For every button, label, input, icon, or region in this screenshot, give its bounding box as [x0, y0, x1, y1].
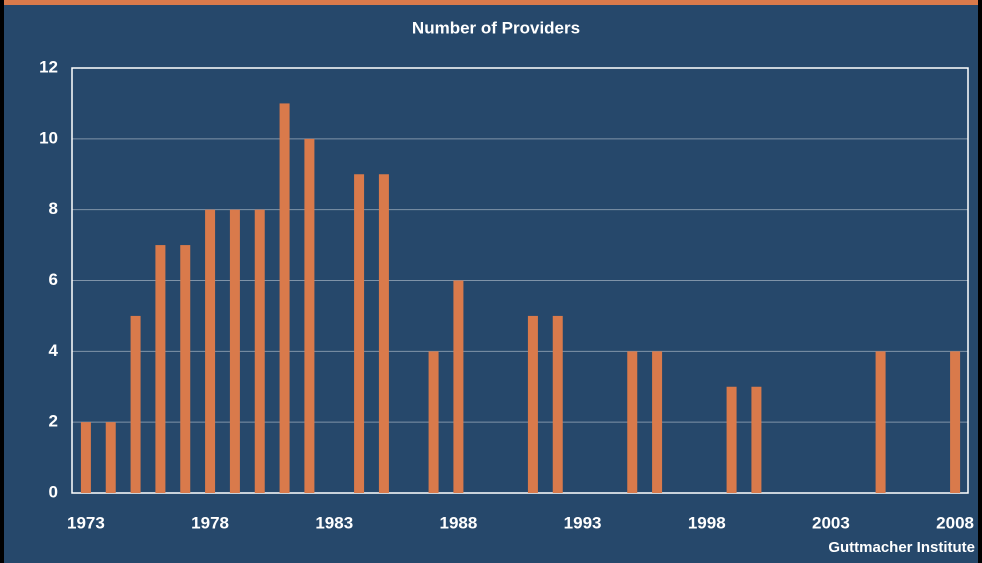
bar — [428, 351, 439, 493]
y-tick-label: 6 — [49, 270, 58, 289]
x-tick-label: 1983 — [315, 513, 353, 532]
y-tick-label: 10 — [39, 128, 58, 147]
bar — [205, 209, 216, 493]
bar — [130, 315, 141, 493]
bar — [751, 386, 762, 493]
x-tick-label: 2003 — [812, 513, 850, 532]
bar — [254, 209, 265, 493]
bar — [378, 174, 389, 493]
bar — [552, 315, 563, 493]
x-tick-label: 1978 — [191, 513, 229, 532]
x-tick-label: 1973 — [67, 513, 105, 532]
x-tick-label: 2008 — [936, 513, 974, 532]
bar — [80, 422, 91, 493]
y-tick-label: 12 — [39, 57, 58, 76]
y-tick-label: 4 — [49, 341, 59, 360]
bar — [875, 351, 886, 493]
bar — [527, 315, 538, 493]
background — [4, 0, 978, 563]
bar — [950, 351, 961, 493]
top-stripe — [4, 0, 978, 5]
x-tick-label: 1993 — [564, 513, 602, 532]
bar — [627, 351, 638, 493]
chart-title: Number of Providers — [412, 18, 580, 37]
bar — [155, 245, 166, 493]
bar — [652, 351, 663, 493]
source: Guttmacher Institute — [828, 539, 975, 556]
x-tick-label: 1988 — [439, 513, 477, 532]
bar — [105, 422, 116, 493]
y-tick-label: 0 — [49, 482, 58, 501]
y-tick-label: 8 — [49, 199, 58, 218]
y-tick-label: 2 — [49, 412, 58, 431]
bar — [180, 245, 191, 493]
bar — [304, 138, 315, 494]
bar — [279, 103, 290, 494]
bar — [726, 386, 737, 493]
x-tick-label: 1998 — [688, 513, 726, 532]
bar — [354, 174, 365, 493]
bar — [453, 280, 464, 493]
plot-border — [71, 67, 969, 494]
bar — [229, 209, 240, 493]
